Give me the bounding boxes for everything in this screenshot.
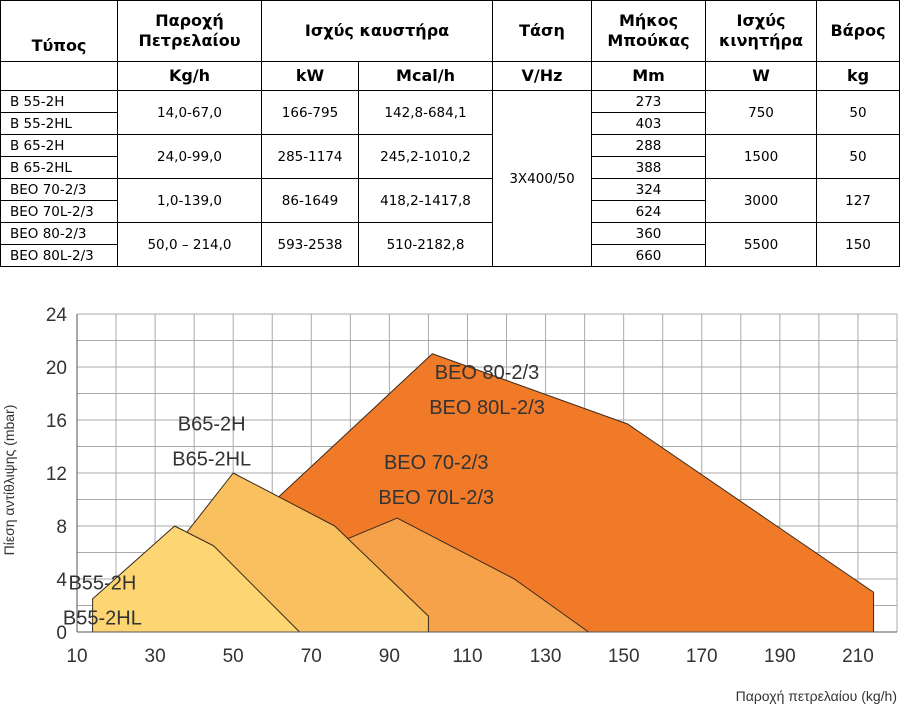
- spec-table: Τύπος Παροχή Πετρελαίου Ισχύς καυστήρα Τ…: [0, 0, 900, 267]
- series-label: BEO 70L-2/3: [378, 487, 494, 509]
- x-tick-label: 130: [530, 646, 562, 667]
- x-tick-label: 50: [223, 646, 244, 667]
- oil-flow-cell: 50,0 – 214,0: [117, 222, 262, 267]
- motor-cell: 5500: [705, 222, 818, 267]
- oil-flow-cell: 24,0-99,0: [117, 134, 262, 179]
- pressure-flow-chart: 10 30 50 70 90 110 130 150 170 190 21004812162024 …: [1, 305, 898, 704]
- x-tick-label: 150: [608, 646, 640, 667]
- header-type: Τύπος: [0, 0, 118, 62]
- weight-cell: 150: [816, 222, 900, 267]
- series-label: B65-2HL: [172, 449, 251, 471]
- header-nozzle-length: Μήκος Μπούκας: [591, 0, 707, 62]
- x-tick-label: 110: [452, 646, 482, 667]
- y-tick-label: 24: [46, 305, 68, 326]
- model-cell: BEO 70L-2/3: [0, 200, 118, 223]
- y-tick-label: 20: [46, 358, 67, 379]
- series-label: BEO 80L-2/3: [429, 397, 545, 419]
- model-cell: B 65-2H: [0, 134, 118, 157]
- y-tick-label: 4: [56, 570, 67, 591]
- y-tick-label: 0: [56, 623, 67, 644]
- kw-cell: 593-2538: [261, 222, 359, 267]
- series-label: BEO 70-2/3: [384, 452, 489, 474]
- header-oil-flow: Παροχή Πετρελαίου: [117, 0, 262, 62]
- table-row: BEO 70-2/3 1,0-139,0 86-1649 418,2-1417,…: [0, 178, 900, 223]
- nozzle-length-cell: 324: [591, 178, 707, 201]
- x-tick-label: 210: [842, 646, 874, 667]
- kw-cell: 86-1649: [261, 178, 359, 223]
- x-axis-label: Παροχή πετρελαίου (kg/h): [736, 688, 897, 704]
- model-cell: B 55-2H: [0, 90, 118, 113]
- weight-cell: 127: [816, 178, 900, 223]
- x-tick-label: 70: [301, 646, 322, 667]
- model-cell: BEO 70-2/3: [0, 178, 118, 201]
- unit-oil-flow: Kg/h: [117, 61, 262, 91]
- mcal-cell: 142,8-684,1: [357, 90, 494, 135]
- model-cell: BEO 80-2/3: [0, 222, 118, 245]
- oil-flow-cell: 14,0-67,0: [117, 90, 262, 135]
- nozzle-length-cell: 388: [591, 156, 707, 179]
- header-weight: Βάρος: [816, 0, 900, 62]
- x-tick-label: 10: [66, 646, 87, 667]
- unit-voltage: V/Hz: [492, 61, 593, 91]
- kw-cell: 285-1174: [261, 134, 359, 179]
- x-tick-label: 30: [145, 646, 166, 667]
- nozzle-length-cell: 360: [591, 222, 707, 245]
- nozzle-length-cell: 624: [591, 200, 707, 223]
- mcal-cell: 418,2-1417,8: [357, 178, 494, 223]
- nozzle-length-cell: 403: [591, 112, 707, 135]
- header-voltage: Τάση: [492, 0, 593, 62]
- table-row: B 55-2H 14,0-67,0 166-795 142,8-684,1 3X…: [0, 90, 900, 267]
- unit-type-empty: [0, 61, 118, 91]
- series-label: B55-2HL: [63, 608, 142, 630]
- table-row: BEO 80-2/3 50,0 – 214,0 593-2538 510-218…: [0, 222, 900, 267]
- voltage-cell: 3X400/50: [492, 90, 593, 267]
- chart-labels: BEO 80-2/3 BEO 80L-2/3 BEO 70-2/3 BEO 70L-2…: [63, 362, 545, 630]
- nozzle-length-cell: 273: [591, 90, 707, 113]
- header-motor-power: Ισχύς κινητήρα: [705, 0, 818, 62]
- motor-cell: 1500: [705, 134, 818, 179]
- table-row: BEO 70L-2/3 624: [0, 200, 900, 223]
- unit-weight: kg: [816, 61, 900, 91]
- x-tick-label: 90: [379, 646, 400, 667]
- y-tick-label: 8: [56, 517, 67, 538]
- unit-mcal: Mcal/h: [357, 61, 494, 91]
- model-cell: B 55-2HL: [0, 112, 118, 135]
- mcal-cell: 245,2-1010,2: [357, 134, 494, 179]
- kw-cell: 166-795: [261, 90, 359, 135]
- model-cell: BEO 80L-2/3: [0, 244, 118, 267]
- nozzle-length-cell: 288: [591, 134, 707, 157]
- y-tick-label: 16: [46, 411, 67, 432]
- unit-nozzle-length: Mm: [591, 61, 707, 91]
- series-label: B65-2H: [178, 414, 246, 436]
- y-tick-label: 12: [46, 464, 67, 485]
- weight-cell: 50: [816, 90, 900, 135]
- table-row: BEO 80L-2/3 660: [0, 244, 900, 267]
- motor-cell: 3000: [705, 178, 818, 223]
- x-tick-label: 190: [764, 646, 796, 667]
- unit-kw: kW: [261, 61, 359, 91]
- header-burner-power: Ισχύς καυστήρα: [260, 0, 494, 62]
- chart-axes: 10 30 50 70 90 110 130 150 170 190 210 0 4 8 12 16 20 24: [46, 305, 897, 667]
- series-label: BEO 80-2/3: [435, 362, 540, 384]
- unit-motor-power: W: [705, 61, 818, 91]
- x-tick-label: 170: [686, 646, 718, 667]
- mcal-cell: 510-2182,8: [357, 222, 494, 267]
- table-row: B 65-2H 24,0-99,0 285-1174 245,2-1010,2 …: [0, 134, 900, 179]
- model-cell: B 65-2HL: [0, 156, 118, 179]
- series-label: B55-2H: [68, 573, 136, 595]
- y-axis-label: Πίεση αντίθλιψης (mbar): [1, 405, 17, 556]
- oil-flow-cell: 1,0-139,0: [117, 178, 262, 223]
- motor-cell: 750: [705, 90, 818, 135]
- nozzle-length-cell: 660: [591, 244, 707, 267]
- weight-cell: 50: [816, 134, 900, 179]
